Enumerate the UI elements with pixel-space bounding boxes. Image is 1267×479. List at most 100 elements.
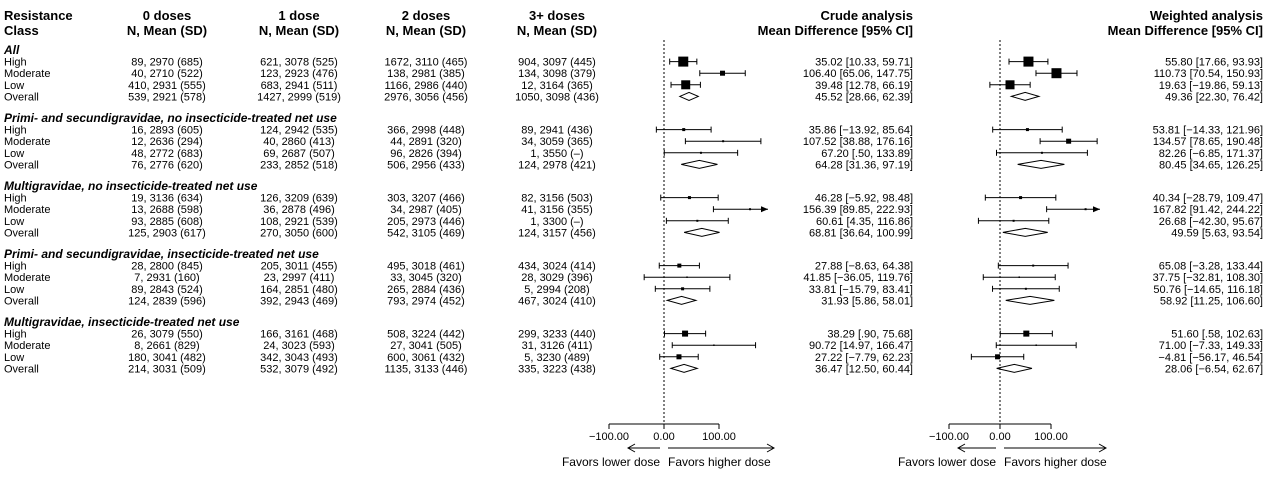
crude-point-estimate xyxy=(678,56,689,67)
dose1-cell: 233, 2852 (518) xyxy=(260,159,338,171)
header-dose3-line2: N, Mean (SD) xyxy=(517,23,597,38)
class-cell: Moderate xyxy=(4,68,50,80)
dose3-cell: 134, 3098 (379) xyxy=(518,68,596,80)
crude-favor-higher-arrowhead xyxy=(766,443,776,453)
weighted-point-estimate xyxy=(1023,56,1034,67)
header-dose2-line1: 2 doses xyxy=(402,8,450,23)
crude-estimate-text: 107.52 [38.88, 176.16] xyxy=(803,136,913,148)
crude-ci-arrow xyxy=(761,206,768,213)
crude-point-estimate xyxy=(699,151,702,154)
dose0-cell: 93, 2885 (608) xyxy=(131,216,203,228)
dose1-cell: 270, 3050 (600) xyxy=(260,227,338,239)
weighted-point-estimate xyxy=(1051,68,1062,79)
dose1-cell: 40, 2860 (413) xyxy=(263,136,335,148)
weighted-point-estimate xyxy=(1012,219,1015,222)
column-headers: Resistance Class 0 doses N, Mean (SD) 1 … xyxy=(4,8,1263,38)
group-label: Primi- and secundigravidae, insecticide-… xyxy=(4,247,319,261)
crude-estimate-text: 27.22 [−7.79, 62.23] xyxy=(815,352,913,364)
dose1-cell: 166, 3161 (468) xyxy=(260,329,338,341)
weighted-point-estimate xyxy=(1019,196,1023,200)
dose2-cell: 793, 2974 (452) xyxy=(387,295,465,307)
dose0-cell: 7, 2931 (160) xyxy=(134,272,199,284)
weighted-point-estimate xyxy=(1005,80,1015,90)
dose3-cell: 124, 3157 (456) xyxy=(518,227,596,239)
dose2-cell: 2976, 3056 (456) xyxy=(384,91,468,103)
dose1-cell: 164, 2851 (480) xyxy=(260,284,338,296)
weighted-point-estimate xyxy=(1084,208,1087,211)
dose3-cell: 467, 3024 (410) xyxy=(518,295,596,307)
class-cell: Low xyxy=(4,80,24,92)
dose2-cell: 600, 3061 (432) xyxy=(387,352,465,364)
dose1-cell: 69, 2687 (507) xyxy=(263,148,335,160)
weighted-summary-diamond xyxy=(1002,227,1048,237)
dose1-cell: 342, 3043 (493) xyxy=(260,352,338,364)
weighted-point-estimate xyxy=(1018,276,1021,278)
crude-estimate-text: 35.02 [10.33, 59.71] xyxy=(815,57,913,69)
weighted-estimate-text: 49.59 [5.63, 93.54] xyxy=(1171,227,1263,239)
header-dose3-line1: 3+ doses xyxy=(529,8,585,23)
dose2-cell: 34, 2987 (405) xyxy=(390,204,462,216)
weighted-x-tick-label: 0.00 xyxy=(989,431,1010,443)
dose1-cell: 126, 3209 (639) xyxy=(260,193,338,205)
dose0-cell: 180, 3041 (482) xyxy=(128,352,206,364)
header-crude-line2: Mean Difference [95% CI] xyxy=(758,23,913,38)
weighted-point-estimate xyxy=(1035,344,1037,346)
dose0-cell: 89, 2970 (685) xyxy=(131,57,203,69)
dose2-cell: 27, 3041 (505) xyxy=(390,340,462,352)
dose0-cell: 125, 2903 (617) xyxy=(128,227,206,239)
crude-estimate-text: 39.48 [12.78, 66.19] xyxy=(815,80,913,92)
weighted-estimate-text: 49.36 [22.30, 76.42] xyxy=(1165,91,1263,103)
dose2-cell: 96, 2826 (394) xyxy=(390,148,462,160)
crude-point-estimate xyxy=(720,70,726,76)
dose0-cell: 16, 2893 (605) xyxy=(131,125,203,137)
crude-summary-diamond xyxy=(684,227,720,237)
dose2-cell: 1672, 3110 (465) xyxy=(385,57,468,69)
header-dose1-line1: 1 dose xyxy=(278,8,319,23)
weighted-point-estimate xyxy=(1040,151,1043,154)
weighted-favors-lower-label: Favors lower dose xyxy=(898,455,996,469)
dose3-cell: 34, 3059 (365) xyxy=(521,136,593,148)
crude-point-estimate xyxy=(722,140,725,143)
crude-estimate-text: 156.39 [89.85, 222.93] xyxy=(803,204,913,216)
dose3-cell: 1, 3300 (–) xyxy=(530,216,583,228)
crude-point-estimate xyxy=(696,219,699,222)
class-cell: Low xyxy=(4,352,24,364)
dose2-cell: 138, 2981 (385) xyxy=(387,68,465,80)
dose1-cell: 683, 2941 (511) xyxy=(261,80,338,92)
dose2-cell: 1166, 2986 (440) xyxy=(385,80,468,92)
dose1-cell: 123, 2923 (476) xyxy=(260,68,338,80)
dose3-cell: 28, 3029 (396) xyxy=(521,272,593,284)
weighted-point-estimate xyxy=(1023,330,1030,337)
weighted-summary-diamond xyxy=(996,363,1033,373)
dose1-cell: 108, 2921 (539) xyxy=(260,216,338,228)
dose3-cell: 89, 2941 (436) xyxy=(521,125,593,137)
crude-estimate-text: 35.86 [−13.92, 85.64] xyxy=(809,125,913,137)
crude-x-tick-label: 100.00 xyxy=(702,431,736,443)
weighted-estimate-text: 51.60 [.58, 102.63] xyxy=(1171,329,1263,341)
dose0-cell: 89, 2843 (524) xyxy=(131,284,203,296)
crude-favor-lower-arrowhead xyxy=(626,443,636,453)
class-cell: Overall xyxy=(4,295,39,307)
dose2-cell: 265, 2884 (436) xyxy=(387,284,465,296)
dose3-cell: 82, 3156 (503) xyxy=(521,193,593,205)
weighted-estimate-text: 65.08 [−3.28, 133.44] xyxy=(1159,261,1263,273)
class-cell: Moderate xyxy=(4,272,50,284)
dose3-cell: 5, 2994 (208) xyxy=(524,284,589,296)
class-cell: Low xyxy=(4,284,24,296)
class-cell: Overall xyxy=(4,363,39,375)
crude-summary-diamond xyxy=(678,91,700,101)
dose0-cell: 19, 3136 (634) xyxy=(131,193,203,205)
dose2-cell: 366, 2998 (448) xyxy=(387,125,465,137)
weighted-estimate-text: 26.68 [−42.30, 95.67] xyxy=(1159,216,1263,228)
dose0-cell: 40, 2710 (522) xyxy=(131,68,203,80)
crude-favors-lower-label: Favors lower dose xyxy=(562,455,660,469)
dose0-cell: 12, 2636 (294) xyxy=(131,136,203,148)
dose0-cell: 8, 2661 (829) xyxy=(134,340,199,352)
dose0-cell: 13, 2688 (598) xyxy=(131,204,203,216)
header-dose1-line2: N, Mean (SD) xyxy=(259,23,339,38)
class-cell: Moderate xyxy=(4,136,50,148)
dose2-cell: 303, 3207 (466) xyxy=(387,193,465,205)
class-cell: High xyxy=(4,125,27,137)
dose0-cell: 48, 2772 (683) xyxy=(131,148,203,160)
